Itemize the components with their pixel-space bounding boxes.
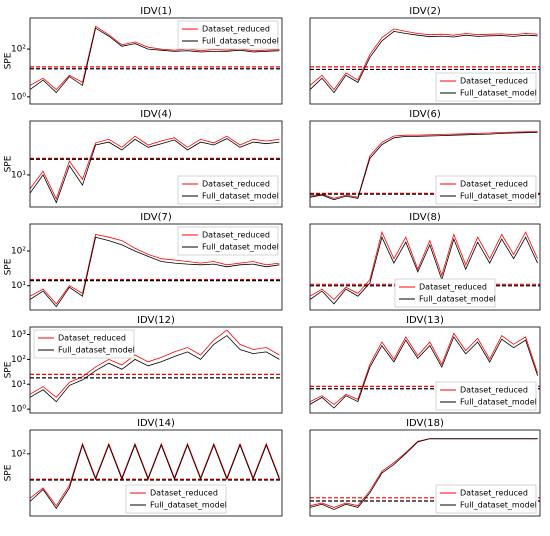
- legend-label: Dataset_reduced: [58, 334, 126, 343]
- legend-label: Dataset_reduced: [202, 25, 270, 34]
- series-line: [29, 442, 280, 507]
- series-line: [309, 438, 538, 510]
- series-line: [29, 138, 280, 204]
- series-line: [309, 132, 538, 201]
- y-axis-label: SPE: [4, 361, 14, 378]
- panel-title: IDV(2): [409, 6, 441, 17]
- legend-label: Full_dataset_model: [202, 243, 279, 252]
- y-tick-label: 10¹: [11, 380, 26, 390]
- series-line: [309, 336, 538, 409]
- y-axis-label: SPE: [4, 52, 14, 69]
- y-tick-label: 10¹: [11, 281, 26, 291]
- series-line: [29, 27, 280, 94]
- y-axis-label: SPE: [4, 258, 14, 275]
- series-line: [309, 28, 538, 91]
- panel-title: IDV(12): [137, 315, 175, 326]
- series-line: [309, 230, 538, 301]
- series-line: [309, 30, 538, 94]
- series-line: [309, 131, 538, 199]
- plot-frame: [309, 326, 541, 414]
- legend-box: [177, 175, 279, 205]
- y-tick-label: 10²: [11, 355, 26, 365]
- legend-label: Full_dataset_model: [460, 89, 537, 98]
- legend-box: [435, 381, 537, 411]
- panel-title: IDV(8): [409, 212, 441, 223]
- series-line: [29, 335, 280, 403]
- panel-title: IDV(4): [140, 109, 172, 120]
- y-tick-label: 10²: [11, 247, 26, 257]
- legend-box: [177, 226, 279, 256]
- legend-box: [435, 72, 537, 102]
- legend-box: [435, 175, 537, 205]
- legend-label: Full_dataset_model: [460, 192, 537, 201]
- y-tick-label: 10⁰: [11, 92, 26, 102]
- series-line: [309, 332, 538, 405]
- series-line: [309, 236, 538, 305]
- legend-label: Full_dataset_model: [202, 192, 279, 201]
- legend-label: Dataset_reduced: [150, 489, 218, 498]
- legend-label: Full_dataset_model: [58, 346, 135, 355]
- legend-box: [394, 278, 496, 308]
- plot-frame: [29, 120, 283, 208]
- legend-label: Full_dataset_model: [202, 37, 279, 46]
- y-tick-label: 10⁰: [11, 405, 26, 415]
- plot-frame: [309, 429, 541, 517]
- plot-frame: [309, 120, 541, 208]
- panel-title: IDV(18): [406, 418, 444, 429]
- panel-title: IDV(7): [140, 212, 172, 223]
- legend-label: Full_dataset_model: [460, 398, 537, 407]
- series-line: [29, 329, 280, 398]
- series-line: [29, 443, 280, 510]
- legend-label: Dataset_reduced: [460, 489, 528, 498]
- legend-box: [125, 484, 227, 514]
- y-axis-label: SPE: [4, 155, 14, 172]
- y-axis-label: SPE: [4, 464, 14, 481]
- legend-label: Dataset_reduced: [202, 231, 270, 240]
- series-line: [29, 135, 280, 200]
- legend-label: Full_dataset_model: [150, 501, 227, 510]
- legend-label: Dataset_reduced: [460, 180, 528, 189]
- plot-frame: [29, 429, 283, 517]
- series-line: [29, 234, 280, 305]
- legend-label: Dataset_reduced: [460, 386, 528, 395]
- legend-label: Dataset_reduced: [460, 77, 528, 86]
- legend-label: Full_dataset_model: [419, 295, 496, 304]
- y-tick-label: 10²: [11, 449, 26, 459]
- panel-title: IDV(1): [140, 6, 172, 17]
- legend-label: Full_dataset_model: [460, 501, 537, 510]
- y-tick-label: 10³: [11, 330, 26, 340]
- series-line: [29, 236, 280, 308]
- legend-box: [33, 329, 135, 359]
- panel-title: IDV(14): [137, 418, 175, 429]
- legend-box: [177, 20, 279, 50]
- plot-frame: [309, 223, 541, 311]
- panel-title: IDV(13): [406, 315, 444, 326]
- legend-box: [435, 484, 537, 514]
- plot-frame: [29, 223, 283, 311]
- legend-label: Dataset_reduced: [202, 180, 270, 189]
- plot-frame: [29, 326, 283, 414]
- plot-frame: [29, 17, 283, 105]
- panel-title: IDV(6): [409, 109, 441, 120]
- y-tick-label: 10²: [11, 45, 26, 55]
- legend-label: Dataset_reduced: [419, 283, 487, 292]
- plot-frame: [309, 17, 541, 105]
- y-tick-label: 10¹: [11, 170, 26, 180]
